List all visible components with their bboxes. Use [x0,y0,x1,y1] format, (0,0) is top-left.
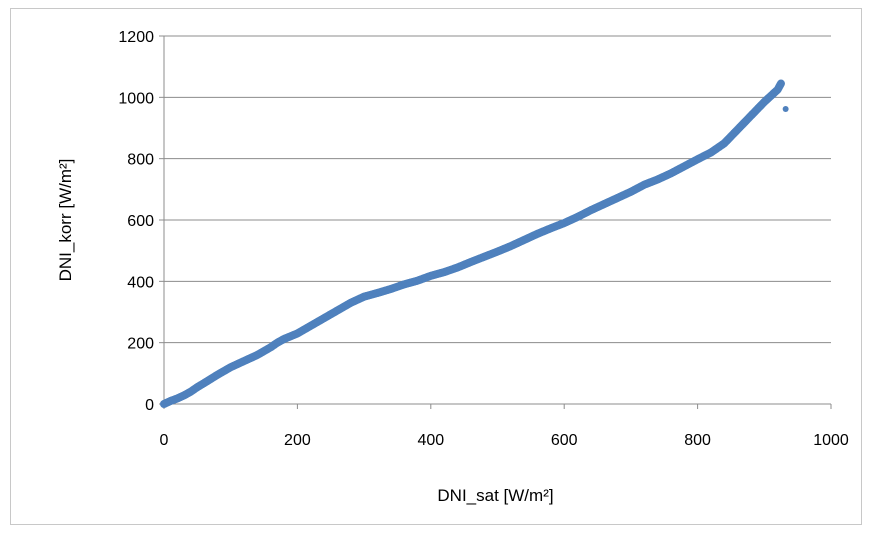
axes [159,35,832,409]
y-axis-title: DNI_korr [W/m²] [56,159,75,282]
gridlines [164,35,831,344]
y-tick-label: 0 [145,397,154,414]
data-point-outlier [782,105,789,112]
chart-frame: 0 200 400 600 800 1000 1200 0 200 400 600 800 1000 … [10,8,862,525]
x-tick-label: 1000 [813,432,849,449]
x-tick-label: 600 [551,432,578,449]
x-axis-title: DNI_sat [W/m²] [437,486,553,505]
data-points [160,79,789,408]
y-tick-label: 400 [127,274,154,291]
y-tick-label: 600 [127,213,154,230]
x-tick-label: 200 [284,432,311,449]
x-tick-label: 800 [684,432,711,449]
x-tick-label: 0 [160,432,169,449]
x-tick-labels: 0 200 400 600 800 1000 [160,432,849,449]
y-tick-label: 800 [127,152,154,169]
x-tick-label: 400 [417,432,444,449]
y-tick-label: 1000 [118,90,154,107]
data-point [776,79,785,88]
y-tick-label: 1200 [118,29,154,46]
y-tick-label: 200 [127,336,154,353]
y-tick-labels: 0 200 400 600 800 1000 1200 [118,29,154,414]
